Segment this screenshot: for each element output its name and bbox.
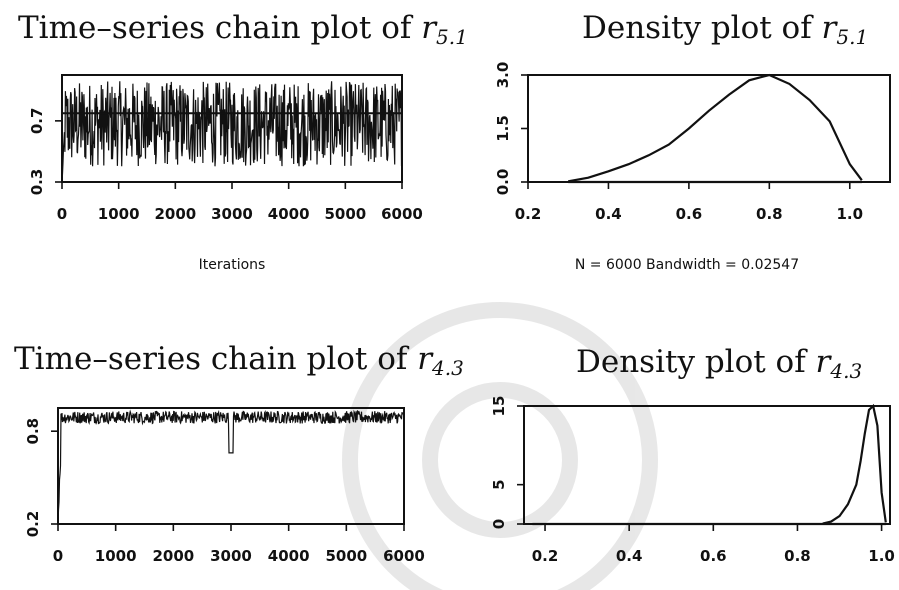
chart2-ytick-label: 3.0 bbox=[494, 62, 512, 89]
chart2-xtick-label: 0.6 bbox=[676, 205, 703, 223]
chart1-ytick-label: 0.3 bbox=[28, 169, 46, 196]
chart4-xtick-label: 0.2 bbox=[532, 547, 559, 565]
chart2-density-curve bbox=[568, 73, 863, 183]
chart4-density-curve bbox=[822, 403, 887, 525]
chart3-xtick-label: 3000 bbox=[210, 547, 252, 565]
chart4-ytick-label: 15 bbox=[490, 396, 508, 417]
chart4-xtick-label: 1.0 bbox=[868, 547, 895, 565]
chart2-title: Density plot of r5.1 bbox=[582, 10, 868, 49]
chart2-xtick-label: 1.0 bbox=[836, 205, 863, 223]
chart2-xtick-label: 0.4 bbox=[595, 205, 622, 223]
chart3-xtick-label: 5000 bbox=[325, 547, 367, 565]
chart3-ytick-label: 0.8 bbox=[24, 418, 42, 445]
chart3-title: Time–series chain plot of r4.3 bbox=[14, 341, 464, 380]
chart2-ytick-label: 0.0 bbox=[494, 169, 512, 196]
chart1-trace-line bbox=[61, 81, 403, 183]
chart3-trace-line bbox=[57, 409, 405, 525]
chart1-xtick-label: 3000 bbox=[211, 205, 253, 223]
chart3-ytick-label: 0.2 bbox=[24, 511, 42, 538]
chart3-xtick-label: 2000 bbox=[152, 547, 194, 565]
chart1-xtick-label: 2000 bbox=[154, 205, 196, 223]
chart1-xtick-label: 6000 bbox=[381, 205, 423, 223]
chart4-xtick-label: 0.6 bbox=[700, 547, 727, 565]
chart1-xtick-label: 5000 bbox=[324, 205, 366, 223]
chart2-xtick-label: 0.2 bbox=[515, 205, 542, 223]
chart4-title: Density plot of r4.3 bbox=[576, 344, 862, 383]
chart1-xtick-label: 4000 bbox=[268, 205, 310, 223]
chart3-xtick-label: 4000 bbox=[268, 547, 310, 565]
chart3-xtick-label: 1000 bbox=[95, 547, 137, 565]
chart2-ytick-label: 1.5 bbox=[494, 115, 512, 142]
chart4-frame bbox=[523, 405, 891, 525]
chart1-xtick-label: 0 bbox=[57, 205, 67, 223]
chart1-ytick-label: 0.7 bbox=[28, 108, 46, 135]
watermark-logo bbox=[342, 302, 658, 590]
chart2-frame bbox=[527, 74, 891, 183]
chart1-xtick-label: 1000 bbox=[98, 205, 140, 223]
chart3-xtick-label: 0 bbox=[53, 547, 63, 565]
chart2-xlabel: N = 6000 Bandwidth = 0.02547 bbox=[575, 257, 799, 273]
chart1-title: Time–series chain plot of r5.1 bbox=[18, 10, 468, 49]
chart2-xtick-label: 0.8 bbox=[756, 205, 783, 223]
chart1-xlabel: Iterations bbox=[199, 257, 266, 273]
chart4-ytick-label: 5 bbox=[490, 479, 508, 489]
chart4-xtick-label: 0.8 bbox=[784, 547, 811, 565]
chart4-ytick-label: 0 bbox=[490, 519, 508, 529]
chart3-xtick-label: 6000 bbox=[383, 547, 425, 565]
chart4-xtick-label: 0.4 bbox=[616, 547, 643, 565]
